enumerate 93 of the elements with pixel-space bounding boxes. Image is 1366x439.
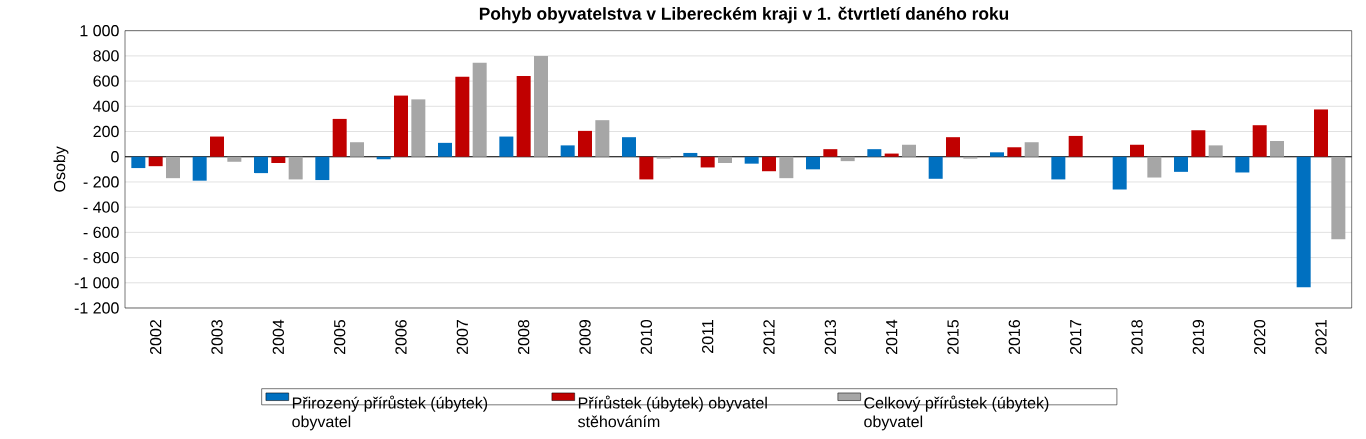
bar bbox=[1112, 156, 1127, 190]
y-tick-label: - 200 bbox=[83, 176, 119, 188]
bar bbox=[472, 62, 487, 157]
bar bbox=[192, 156, 207, 181]
bar bbox=[946, 137, 961, 157]
legend-label: Přirozený přírůstek (úbytek) obyvatel bbox=[292, 395, 488, 431]
bar bbox=[560, 145, 575, 157]
bar bbox=[271, 156, 286, 164]
legend-label: Přírůstek (úbytek) obyvatel stěhováním bbox=[578, 395, 767, 428]
x-tick-label: 2004 bbox=[272, 319, 284, 355]
x-tick-label: 2014 bbox=[886, 319, 898, 355]
y-tick-label: 0 bbox=[111, 151, 119, 163]
y-tick-label: - 400 bbox=[83, 201, 119, 213]
y-tick-label: 800 bbox=[93, 50, 119, 62]
x-tick-label: 2002 bbox=[150, 320, 162, 355]
bar bbox=[1191, 130, 1206, 157]
bar bbox=[744, 156, 759, 164]
bar bbox=[762, 156, 777, 172]
x-tick-label: 2015 bbox=[947, 319, 959, 355]
bar bbox=[1130, 144, 1145, 157]
bar bbox=[350, 142, 364, 157]
bar bbox=[227, 156, 242, 162]
x-tick-label: 2008 bbox=[518, 320, 530, 355]
bar bbox=[806, 156, 821, 170]
x-tick-label: 2016 bbox=[1008, 320, 1020, 355]
bar bbox=[1147, 156, 1162, 178]
bar bbox=[455, 76, 470, 157]
legend-label: Celkový přírůstek (úbytek) obyvatel bbox=[864, 395, 1049, 431]
bar bbox=[1024, 142, 1039, 157]
bar bbox=[1068, 135, 1083, 157]
x-tick-label: 2003 bbox=[211, 320, 223, 355]
bar bbox=[332, 118, 347, 157]
x-tick-label: 2005 bbox=[334, 319, 346, 355]
y-tick-label: - 800 bbox=[83, 251, 119, 264]
y-tick-label: -1 000 bbox=[74, 277, 119, 289]
bar bbox=[1252, 125, 1267, 157]
x-tick-label: 2009 bbox=[579, 320, 591, 355]
bar bbox=[990, 152, 1005, 157]
x-tick-label: 2020 bbox=[1254, 319, 1266, 355]
bar bbox=[595, 120, 610, 157]
x-tick-label: 2006 bbox=[395, 320, 407, 355]
x-tick-label: 2021 bbox=[1315, 320, 1327, 355]
x-tick-label: 2013 bbox=[824, 320, 836, 355]
bar bbox=[1007, 147, 1022, 157]
bar bbox=[578, 130, 593, 157]
y-tick-label: 200 bbox=[93, 125, 119, 138]
x-tick-label: 2012 bbox=[763, 320, 775, 355]
bar bbox=[1296, 156, 1311, 288]
bar bbox=[1174, 156, 1189, 172]
y-tick-label: 600 bbox=[93, 75, 119, 87]
bar bbox=[884, 153, 899, 157]
bar bbox=[867, 149, 882, 157]
x-tick-label: 2011 bbox=[702, 320, 714, 353]
bar bbox=[902, 144, 917, 157]
bar bbox=[516, 76, 531, 157]
bar bbox=[411, 99, 426, 157]
bar bbox=[254, 156, 268, 174]
bar bbox=[779, 156, 794, 179]
y-tick-label: 400 bbox=[93, 100, 119, 112]
bar bbox=[683, 152, 698, 157]
bar bbox=[700, 156, 715, 168]
bar bbox=[148, 156, 163, 167]
bar bbox=[534, 55, 549, 157]
bar bbox=[131, 156, 146, 169]
chart-title: Pohyb obyvatelstva v Libereckém kraji v 1. čtvrtletí daného roku bbox=[479, 6, 1009, 24]
bar bbox=[438, 142, 453, 157]
bar bbox=[499, 136, 514, 157]
bar bbox=[823, 149, 838, 157]
x-tick-label: 2010 bbox=[640, 319, 652, 355]
y-tick-label: - 600 bbox=[83, 226, 119, 239]
bar bbox=[210, 136, 225, 157]
bar bbox=[1314, 109, 1329, 157]
bar bbox=[1331, 156, 1346, 240]
bar bbox=[928, 156, 943, 179]
bar bbox=[840, 156, 855, 162]
bar bbox=[718, 156, 733, 164]
bar bbox=[288, 156, 303, 180]
bar bbox=[1235, 156, 1250, 173]
bar bbox=[1051, 156, 1066, 180]
y-axis-title: Osoby bbox=[53, 146, 69, 192]
y-tick-label: 1 000 bbox=[80, 25, 119, 37]
x-tick-label: 2017 bbox=[1070, 320, 1082, 355]
bar bbox=[639, 156, 654, 180]
bar bbox=[315, 156, 330, 181]
x-tick-label: 2019 bbox=[1192, 320, 1204, 355]
x-tick-label: 2018 bbox=[1131, 320, 1143, 355]
bar bbox=[1270, 140, 1285, 157]
bar bbox=[166, 156, 180, 179]
bar bbox=[622, 137, 637, 157]
bar bbox=[1208, 145, 1223, 157]
bar bbox=[394, 95, 409, 157]
y-tick-label: -1 200 bbox=[74, 302, 119, 314]
x-tick-label: 2007 bbox=[456, 320, 468, 355]
